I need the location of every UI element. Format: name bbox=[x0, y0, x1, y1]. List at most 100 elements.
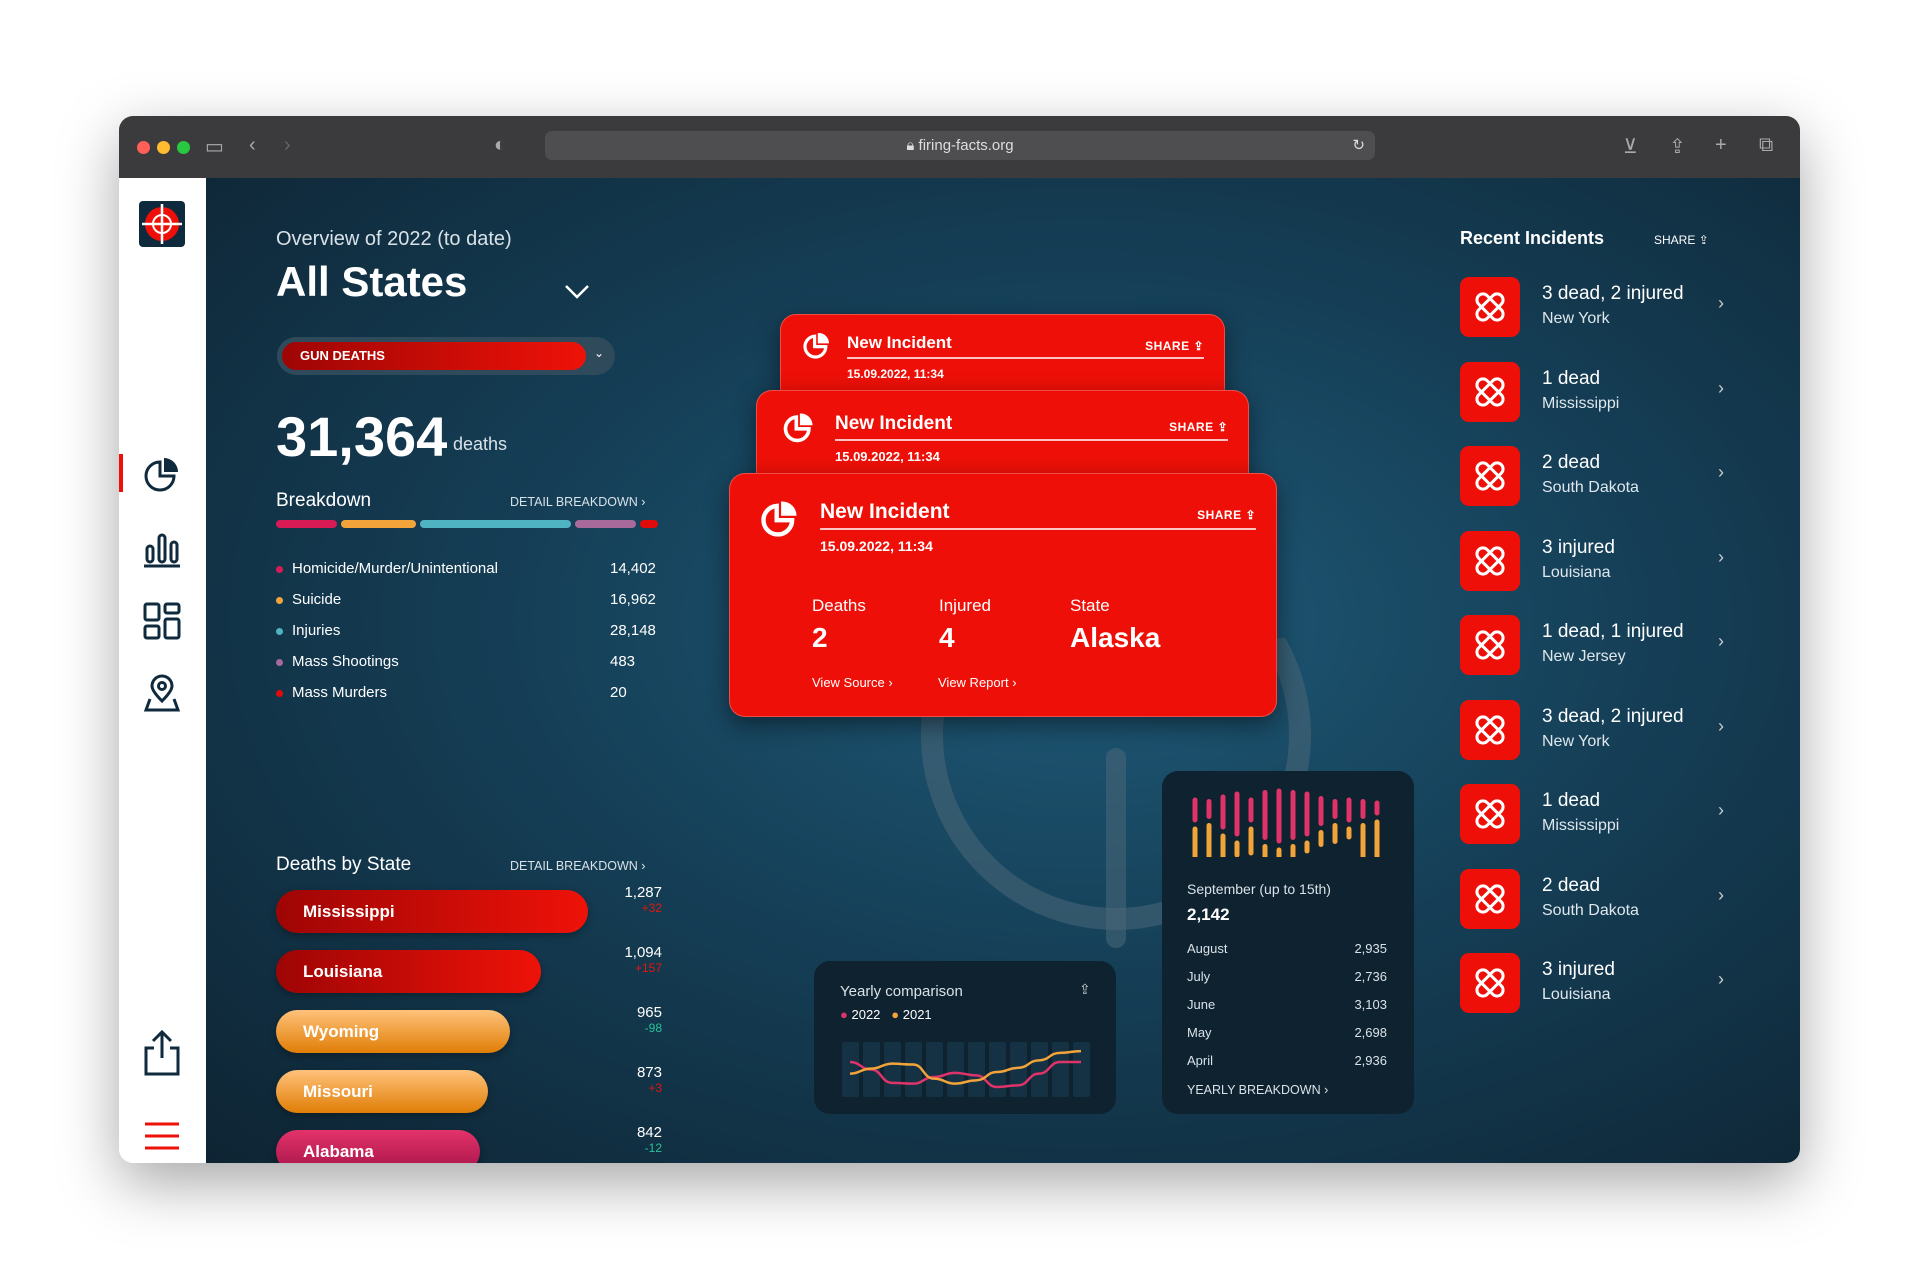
incident-summary: 3 dead, 2 injured bbox=[1542, 705, 1684, 727]
month-row: April 2,936 bbox=[1187, 1053, 1387, 1068]
address-bar[interactable]: 🔒︎ firing-facts.org ↻ bbox=[545, 131, 1375, 160]
incident-deaths-label: Deaths bbox=[812, 596, 866, 615]
chevron-right-icon: › bbox=[1718, 800, 1724, 820]
logo[interactable] bbox=[139, 201, 185, 247]
share-app-button[interactable] bbox=[139, 1029, 185, 1076]
recent-incident-item[interactable]: 3 dead, 2 injured New York › bbox=[1460, 699, 1724, 760]
minimize-window-button[interactable] bbox=[157, 141, 170, 154]
incident-card[interactable]: New Incident SHARE ⇪ 15.09.2022, 11:34 bbox=[780, 314, 1225, 404]
incident-summary: 1 dead bbox=[1542, 790, 1601, 811]
incident-state: New York bbox=[1542, 310, 1610, 327]
state-value-group: 1,287 +32 bbox=[582, 884, 662, 915]
main-content: Overview of 2022 (to date) All States GU… bbox=[206, 178, 1800, 1163]
yearly-breakdown-link[interactable]: YEARLY BREAKDOWN › bbox=[1187, 1083, 1329, 1097]
share-icon: ⇪ bbox=[1213, 420, 1228, 434]
close-window-button[interactable] bbox=[137, 141, 150, 154]
incident-icon-tile bbox=[1460, 277, 1520, 337]
recent-incident-item[interactable]: 3 injured Louisiana › bbox=[1460, 530, 1724, 591]
menu-button[interactable] bbox=[139, 1113, 185, 1159]
breakdown-item: Suicide 16,962 bbox=[276, 591, 662, 608]
state-bar-mississippi[interactable]: Mississippi bbox=[276, 890, 588, 933]
recent-incident-item[interactable]: 1 dead Mississippi › bbox=[1460, 784, 1724, 844]
bandage-icon bbox=[1475, 376, 1505, 407]
maximize-window-button[interactable] bbox=[177, 141, 190, 154]
reload-icon[interactable]: ↻ bbox=[1352, 137, 1365, 154]
monthly-panel: September (up to 15th) 2,142 August 2,935… bbox=[1162, 771, 1414, 1114]
incident-card[interactable]: New Incident SHARE ⇪ 15.09.2022, 11:34 Deat… bbox=[729, 473, 1277, 717]
yearly-column bbox=[926, 1042, 943, 1097]
state-delta: -12 bbox=[644, 1141, 662, 1155]
month-name: August bbox=[1187, 941, 1228, 956]
recent-incident-item[interactable]: 1 dead, 1 injured New Jersey › bbox=[1460, 615, 1724, 675]
pie-chart-icon bbox=[761, 501, 797, 537]
breakdown-segment bbox=[420, 520, 572, 528]
url-text: firing-facts.org bbox=[918, 137, 1014, 154]
incident-share-button[interactable]: SHARE ⇪ bbox=[1145, 339, 1204, 353]
incident-share-label: SHARE bbox=[1169, 420, 1214, 434]
state-bar-louisiana[interactable]: Louisiana bbox=[276, 950, 541, 993]
breakdown-dot bbox=[276, 627, 283, 635]
shield-icon[interactable]: ◐ bbox=[494, 134, 507, 156]
state-delta: +3 bbox=[648, 1081, 662, 1095]
sidebar-toggle-icon[interactable]: ▭ bbox=[205, 136, 224, 158]
bandage-icon bbox=[1475, 461, 1505, 491]
yearly-column bbox=[968, 1042, 985, 1097]
yearly-line-2022 bbox=[849, 1060, 1081, 1089]
incident-share-button[interactable]: SHARE ⇪ bbox=[1197, 508, 1256, 522]
detail-breakdown-label: DETAIL BREAKDOWN bbox=[510, 495, 638, 509]
incident-summary: 3 dead, 2 injured bbox=[1542, 283, 1684, 304]
view-source-link[interactable]: View Source › bbox=[812, 675, 893, 690]
share-browser-icon[interactable]: ⇪ bbox=[1669, 136, 1686, 158]
bandage-icon bbox=[1475, 292, 1505, 322]
view-report-link[interactable]: View Report › bbox=[938, 675, 1017, 690]
recent-incident-item[interactable]: 2 dead South Dakota › bbox=[1460, 868, 1724, 929]
detail-breakdown-link[interactable]: DETAIL BREAKDOWN › bbox=[510, 495, 646, 509]
region-dropdown-chevron-icon[interactable] bbox=[564, 284, 590, 300]
yearly-comparison-panel: Yearly comparison ⇪ ● 2022 ● 2021 bbox=[814, 961, 1116, 1114]
crosshair-background-icon bbox=[921, 638, 1311, 948]
recent-share-button[interactable]: SHARE ⇪ bbox=[1654, 233, 1709, 247]
nav-dashboard[interactable] bbox=[139, 598, 185, 644]
region-title: All States bbox=[276, 258, 468, 305]
view-source-label: View Source bbox=[812, 675, 885, 690]
tabs-overview-icon[interactable]: ⧉ bbox=[1759, 134, 1774, 156]
current-month-label: September (up to 15th) bbox=[1187, 881, 1331, 897]
incident-summary: 1 dead bbox=[1542, 367, 1601, 389]
yearly-column bbox=[1052, 1042, 1069, 1097]
state-bar-wyoming[interactable]: Wyoming bbox=[276, 1010, 510, 1053]
download-icon[interactable]: ⊻ bbox=[1623, 136, 1638, 158]
nav-map[interactable] bbox=[139, 670, 185, 716]
nav-overview[interactable] bbox=[139, 451, 185, 497]
breakdown-item: Mass Shootings 483 bbox=[276, 653, 662, 670]
recent-incident-item[interactable]: 3 dead, 2 injured New York › bbox=[1460, 277, 1724, 337]
incident-summary: 1 dead, 1 injured bbox=[1542, 621, 1684, 642]
recent-incident-item[interactable]: 3 injured Louisiana › bbox=[1460, 953, 1724, 1013]
yearly-share-icon[interactable]: ⇪ bbox=[1079, 981, 1091, 997]
share-small-icon: ⇪ bbox=[1698, 233, 1709, 247]
recent-incident-item[interactable]: 2 dead South Dakota › bbox=[1460, 446, 1724, 506]
pie-chart-icon bbox=[783, 413, 813, 443]
month-value: 2,935 bbox=[1354, 941, 1387, 956]
incident-share-button[interactable]: SHARE ⇪ bbox=[1169, 420, 1228, 434]
incident-state: New Jersey bbox=[1542, 648, 1626, 665]
state-value-group: 873 +3 bbox=[582, 1064, 662, 1095]
nav-statistics[interactable] bbox=[139, 526, 185, 572]
incident-datetime: 15.09.2022, 11:34 bbox=[835, 449, 940, 464]
state-bar-missouri[interactable]: Missouri bbox=[276, 1070, 488, 1113]
incident-summary: 3 injured bbox=[1542, 959, 1615, 980]
breakdown-value: 14,402 bbox=[610, 560, 656, 577]
back-icon[interactable]: ‹ bbox=[249, 134, 256, 156]
new-tab-icon[interactable]: + bbox=[1715, 134, 1727, 156]
breakdown-label: Homicide/Murder/Unintentional bbox=[292, 560, 498, 577]
incident-icon-tile bbox=[1460, 699, 1520, 760]
metric-select[interactable]: GUN DEATHS ⌄ bbox=[277, 337, 615, 375]
state-bar-alabama[interactable]: Alabama bbox=[276, 1130, 480, 1163]
incident-summary: 2 dead bbox=[1542, 452, 1601, 473]
recent-incident-item[interactable]: 1 dead Mississippi › bbox=[1460, 361, 1724, 422]
state-detail-breakdown-link[interactable]: DETAIL BREAKDOWN › bbox=[510, 859, 646, 873]
metric-selected-value: GUN DEATHS bbox=[282, 342, 586, 370]
incident-state: New York bbox=[1542, 732, 1610, 750]
incident-summary: 2 dead bbox=[1542, 874, 1601, 896]
pie-chart-icon bbox=[803, 332, 830, 359]
forward-icon[interactable]: › bbox=[284, 134, 291, 156]
